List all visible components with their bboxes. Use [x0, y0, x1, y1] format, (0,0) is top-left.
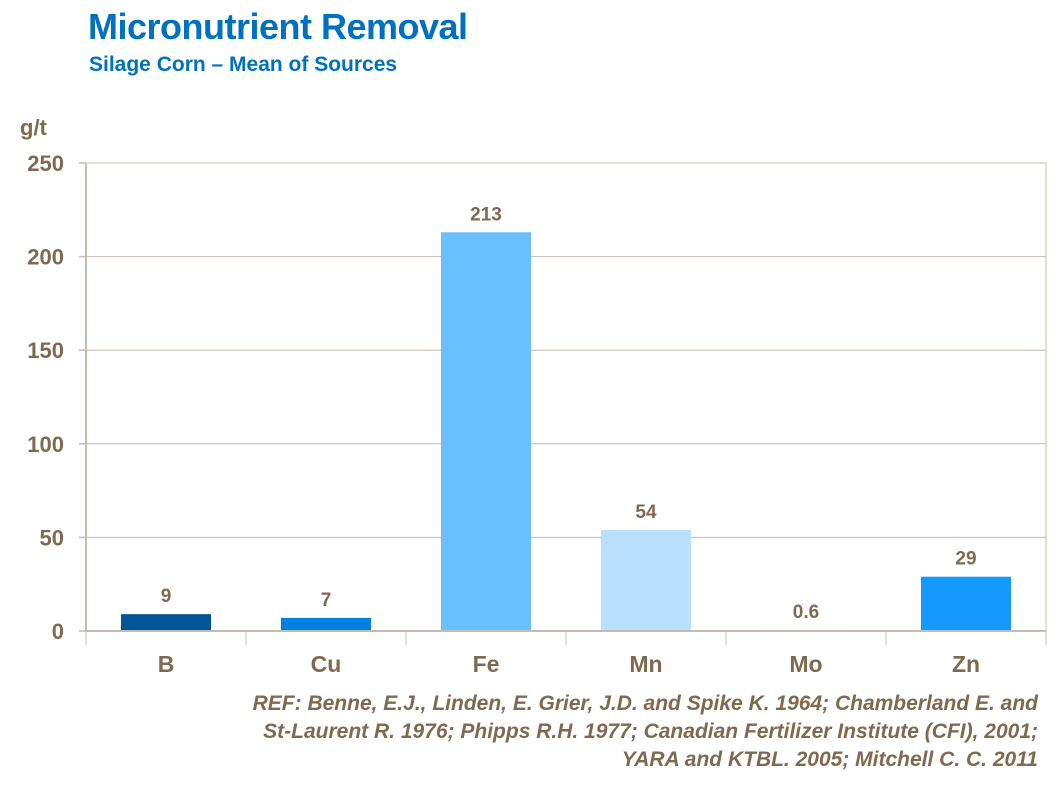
data-label: 213 [470, 204, 502, 225]
bar-b [121, 614, 211, 631]
chart-subtitle: Silage Corn – Mean of Sources [89, 53, 398, 76]
y-tick-label: 50 [40, 525, 64, 550]
y-tick-label: 250 [27, 151, 64, 176]
data-label: 0.6 [793, 602, 819, 623]
data-label: 7 [321, 590, 332, 611]
x-tick-label: Zn [952, 651, 980, 677]
bar-zn [921, 576, 1011, 631]
y-tick-label: 200 [27, 245, 64, 270]
y-axis-label: g/t [20, 115, 47, 140]
reference-line: REF: Benne, E.J., Linden, E. Grier, J.D.… [252, 692, 1038, 715]
bar-cu [281, 617, 371, 631]
y-tick-label: 150 [27, 338, 64, 363]
data-label: 9 [161, 586, 172, 607]
x-tick-label: B [158, 651, 175, 677]
reference-line: YARA and KTBL. 2005; Mitchell C. C. 2011 [621, 748, 1038, 771]
x-tick-label: Fe [473, 651, 500, 677]
data-label: 54 [635, 502, 657, 523]
data-label: 29 [955, 549, 976, 570]
x-tick-label: Mo [789, 651, 822, 677]
reference-note: REF: Benne, E.J., Linden, E. Grier, J.D.… [78, 690, 1038, 774]
x-tick-label: Mn [629, 651, 662, 677]
x-tick-label: Cu [311, 651, 342, 677]
bar-mn [601, 529, 691, 631]
y-tick-label: 100 [27, 432, 64, 457]
bar-fe [441, 232, 531, 631]
chart-title: Micronutrient Removal [88, 6, 468, 47]
reference-line: St-Laurent R. 1976; Phipps R.H. 1977; Ca… [263, 720, 1038, 743]
y-tick-label: 0 [52, 619, 64, 644]
